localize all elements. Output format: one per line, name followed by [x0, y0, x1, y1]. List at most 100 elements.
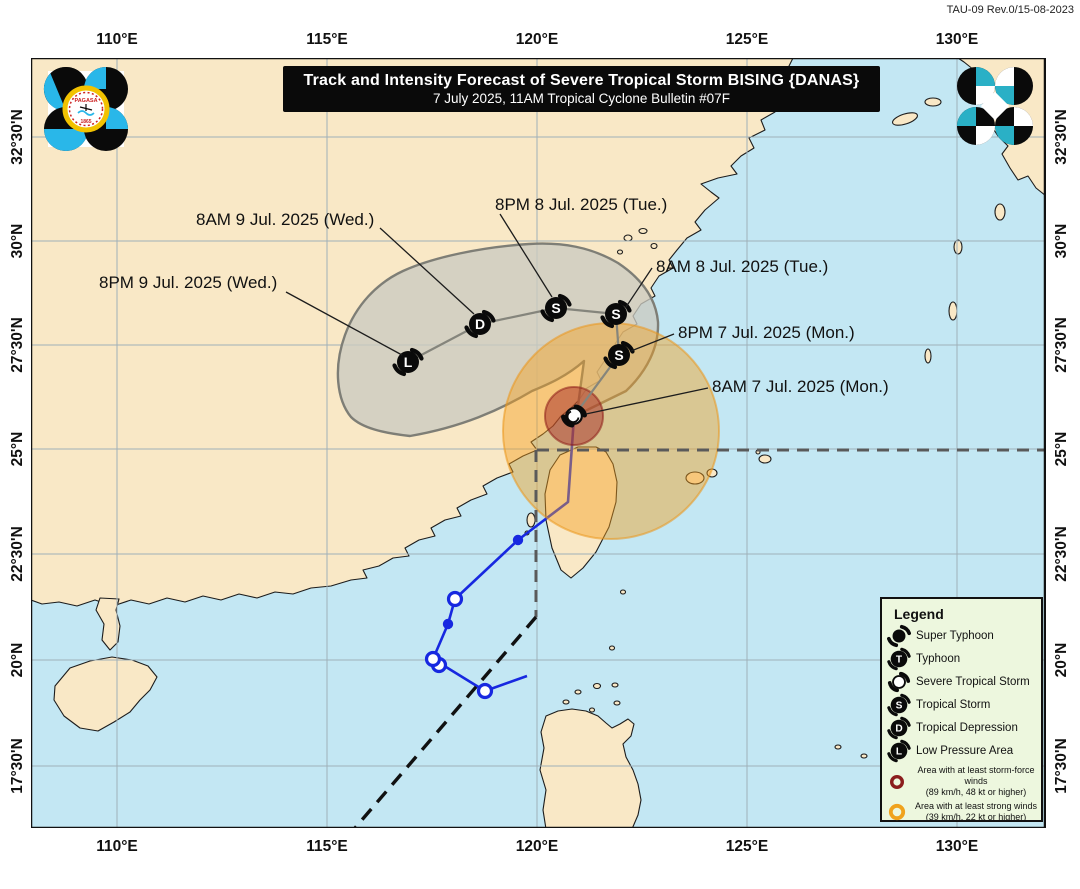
lat-label-left-20n: 20°N	[9, 642, 26, 678]
lat-label-left-3230n: 32°30'N	[9, 109, 26, 165]
legend-item-typhoon: T Typhoon	[882, 647, 1041, 670]
tropical-depression-icon: D	[882, 716, 916, 740]
pagasa-logo-right-petals	[957, 67, 1033, 145]
pagasa-logo-right	[957, 67, 1033, 145]
lon-label-bottom-125e: 125°E	[725, 838, 769, 855]
small-island	[611, 682, 619, 688]
lat-label-right-25n: 25°N	[1053, 431, 1070, 467]
forecast-time-labels: 8AM 7 Jul. 2025 (Mon.) 8PM 7 Jul. 2025 (…	[99, 195, 889, 396]
past-position-marker	[476, 682, 494, 700]
legend-item-super-typhoon: Super Typhoon	[882, 624, 1041, 647]
small-island	[948, 301, 958, 321]
lon-label-bottom-110e: 110°E	[96, 838, 138, 855]
lon-label-top-130e: 130°E	[935, 31, 979, 48]
lat-label-left-25n: 25°N	[9, 431, 26, 467]
lat-label-right-30n: 30°N	[1053, 223, 1070, 259]
svg-text:T: T	[896, 654, 903, 665]
small-island	[650, 242, 658, 250]
small-island	[994, 203, 1006, 221]
symbol-tropical-depression-60h: D	[467, 312, 494, 336]
small-island	[619, 589, 627, 595]
hainan-island	[53, 656, 158, 732]
lat-label-left-1730n: 17°30'N	[9, 738, 26, 794]
small-island	[613, 700, 621, 706]
small-island	[608, 645, 616, 651]
svg-text:1865: 1865	[80, 119, 91, 125]
legend-item-strong-wind-area: Area with at least strong winds (39 km/h…	[882, 801, 1041, 823]
small-island	[924, 348, 932, 364]
past-position-marker	[446, 590, 464, 608]
legend-item-tropical-storm: S Tropical Storm	[882, 693, 1041, 716]
svg-text:L: L	[896, 746, 902, 757]
svg-text:S: S	[896, 700, 903, 711]
past-track-line	[431, 416, 576, 693]
lon-label-bottom-115e: 115°E	[306, 838, 348, 855]
lat-label-right-1730n: 17°30'N	[1053, 738, 1070, 794]
past-track	[424, 416, 576, 700]
par-boundary-southwest	[353, 615, 538, 828]
legend-panel: Legend Super Typhoon T Typhoon	[880, 597, 1043, 822]
lat-label-left-30n: 30°N	[9, 223, 26, 259]
svg-text:S: S	[551, 300, 560, 316]
legend-item-severe-tropical-storm: Severe Tropical Storm	[882, 670, 1041, 693]
small-island	[616, 249, 624, 255]
small-island	[834, 744, 842, 750]
lat-label-right-3230n: 32°30'N	[1053, 109, 1070, 165]
lon-label-bottom-120e: 120°E	[515, 838, 559, 855]
lat-label-left-2730n: 27°30'N	[9, 317, 26, 373]
luzon-island	[539, 708, 642, 828]
lon-label-top-125e: 125°E	[725, 31, 769, 48]
small-island	[592, 682, 602, 690]
document-reference: TAU-09 Rev.0/15-08-2023	[946, 4, 1074, 16]
label-8pm-7jul: 8PM 7 Jul. 2025 (Mon.)	[678, 323, 855, 342]
typhoon-icon: T	[882, 647, 916, 671]
label-8am-7jul: 8AM 7 Jul. 2025 (Mon.)	[712, 377, 889, 396]
bulletin-title-box: Track and Intensity Forecast of Severe T…	[283, 66, 880, 112]
small-island	[891, 112, 919, 126]
svg-text:D: D	[895, 723, 902, 734]
lon-label-top-110e: 110°E	[96, 31, 138, 48]
svg-text:PAGASA: PAGASA	[74, 98, 97, 104]
small-island	[638, 227, 648, 235]
lon-label-top-120e: 120°E	[515, 31, 559, 48]
legend-item-storm-force-area: Area with at least storm-force winds (89…	[882, 765, 1041, 798]
track-map: S S S D L	[29, 56, 1047, 830]
small-island	[588, 707, 596, 713]
past-position-dot	[512, 534, 524, 546]
severe-tropical-storm-icon	[882, 670, 916, 694]
symbol-tropical-storm-48h: S	[543, 296, 570, 320]
lat-label-left-2230n: 22°30'N	[9, 526, 26, 582]
storm-force-wind-ring-icon	[882, 774, 912, 790]
legend-item-tropical-depression: D Tropical Depression	[882, 716, 1041, 739]
small-island	[758, 454, 772, 464]
small-island	[574, 689, 582, 695]
bulletin-title: Track and Intensity Forecast of Severe T…	[303, 72, 860, 89]
symbol-low-pressure-72h: L	[395, 350, 422, 374]
tropical-storm-icon: S	[882, 693, 916, 717]
small-island	[562, 699, 570, 705]
label-8pm-9jul: 8PM 9 Jul. 2025 (Wed.)	[99, 273, 277, 292]
label-8am-8jul: 8AM 8 Jul. 2025 (Tue.)	[656, 257, 828, 276]
small-island	[526, 512, 536, 528]
small-island	[623, 234, 633, 242]
par-boundary	[353, 448, 1046, 828]
lon-label-top-115e: 115°E	[306, 31, 348, 48]
low-pressure-area-icon: L	[882, 739, 916, 763]
small-island	[953, 239, 963, 255]
lat-label-right-20n: 20°N	[1053, 642, 1070, 678]
lon-label-bottom-130e: 130°E	[935, 838, 979, 855]
small-island	[924, 97, 942, 107]
past-position-marker	[424, 650, 442, 668]
taiwan-island	[544, 446, 618, 579]
pagasa-logo-left: PAGASA 1865	[43, 66, 128, 151]
lat-label-right-2730n: 27°30'N	[1053, 317, 1070, 373]
label-leader-lines	[285, 213, 709, 415]
svg-text:L: L	[404, 354, 413, 370]
symbol-tropical-storm-36h: S	[603, 302, 630, 326]
small-island	[860, 753, 868, 759]
legend-title: Legend	[894, 606, 944, 622]
forecast-symbols: S S S D L	[395, 296, 633, 428]
forecast-confidence-cone	[336, 242, 660, 438]
bulletin-subtitle: 7 July 2025, 11AM Tropical Cyclone Bulle…	[433, 91, 730, 106]
